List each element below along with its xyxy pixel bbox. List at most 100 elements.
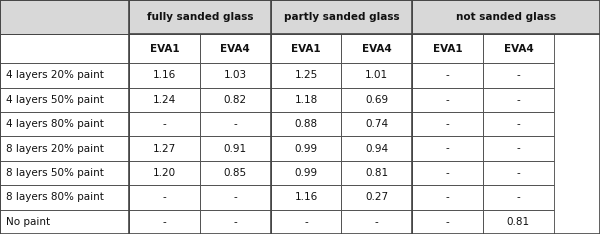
Bar [483,88,554,112]
Bar [412,210,483,234]
Text: EVA1: EVA1 [149,44,179,54]
Bar [483,63,554,88]
Text: 4 layers 50% paint: 4 layers 50% paint [6,95,104,105]
Text: 1.25: 1.25 [295,70,317,80]
Bar [271,112,341,136]
Text: 0.27: 0.27 [365,192,388,202]
Bar [200,34,271,63]
Text: -: - [446,217,449,227]
Bar [129,112,200,136]
Text: -: - [233,217,237,227]
Text: -: - [517,70,520,80]
Bar [0,161,129,185]
Text: -: - [517,168,520,178]
Text: -: - [446,144,449,154]
Bar [0,136,129,161]
Bar [412,136,483,161]
Text: not sanded glass: not sanded glass [456,12,556,22]
Text: 1.03: 1.03 [224,70,247,80]
Text: -: - [163,192,166,202]
Text: -: - [517,192,520,202]
Text: -: - [517,95,520,105]
Bar [271,185,341,210]
Text: EVA4: EVA4 [503,44,533,54]
Bar [200,136,271,161]
Bar [341,34,412,63]
Bar [129,210,200,234]
Bar [0,0,129,34]
Bar [412,34,483,63]
Bar [129,161,200,185]
Bar [271,0,412,34]
Text: 0.85: 0.85 [224,168,247,178]
Text: 1.27: 1.27 [153,144,176,154]
Bar [129,136,200,161]
Bar [200,63,271,88]
Bar [341,161,412,185]
Text: No paint: No paint [6,217,50,227]
Text: -: - [446,70,449,80]
Text: -: - [517,119,520,129]
Text: partly sanded glass: partly sanded glass [284,12,399,22]
Bar [483,161,554,185]
Text: -: - [233,192,237,202]
Bar [200,112,271,136]
Text: 1.18: 1.18 [295,95,317,105]
Text: 4 layers 20% paint: 4 layers 20% paint [6,70,104,80]
Bar [412,88,483,112]
Text: 0.88: 0.88 [295,119,317,129]
Bar [483,112,554,136]
Text: EVA4: EVA4 [362,44,392,54]
Bar [0,34,129,63]
Text: 0.69: 0.69 [365,95,388,105]
Bar [412,161,483,185]
Text: -: - [446,95,449,105]
Bar [341,88,412,112]
Bar [412,63,483,88]
Bar [483,136,554,161]
Bar [341,63,412,88]
Text: EVA1: EVA1 [433,44,463,54]
Text: 0.99: 0.99 [295,144,317,154]
Text: -: - [163,119,166,129]
Text: -: - [163,217,166,227]
Bar [0,63,129,88]
Bar [341,185,412,210]
Text: 4 layers 80% paint: 4 layers 80% paint [6,119,104,129]
Text: -: - [375,217,379,227]
Bar [341,136,412,161]
Text: -: - [233,119,237,129]
Text: -: - [446,192,449,202]
Bar [129,34,200,63]
Text: fully sanded glass: fully sanded glass [146,12,253,22]
Bar [0,112,129,136]
Bar [129,0,271,34]
Bar [200,185,271,210]
Text: EVA4: EVA4 [220,44,250,54]
Text: -: - [446,119,449,129]
Bar [200,161,271,185]
Bar [0,185,129,210]
Text: EVA1: EVA1 [291,44,321,54]
Bar [271,210,341,234]
Text: -: - [304,217,308,227]
Bar [412,112,483,136]
Text: 8 layers 80% paint: 8 layers 80% paint [6,192,104,202]
Bar [483,185,554,210]
Text: 0.82: 0.82 [224,95,247,105]
Bar [200,210,271,234]
Bar [341,210,412,234]
Bar [271,161,341,185]
Bar [483,34,554,63]
Text: 0.81: 0.81 [365,168,388,178]
Text: 1.24: 1.24 [153,95,176,105]
Text: 8 layers 50% paint: 8 layers 50% paint [6,168,104,178]
Text: -: - [446,168,449,178]
Bar [0,88,129,112]
Text: 0.74: 0.74 [365,119,388,129]
Bar [271,34,341,63]
Bar [483,210,554,234]
Text: 1.20: 1.20 [153,168,176,178]
Text: 0.94: 0.94 [365,144,388,154]
Text: 1.16: 1.16 [153,70,176,80]
